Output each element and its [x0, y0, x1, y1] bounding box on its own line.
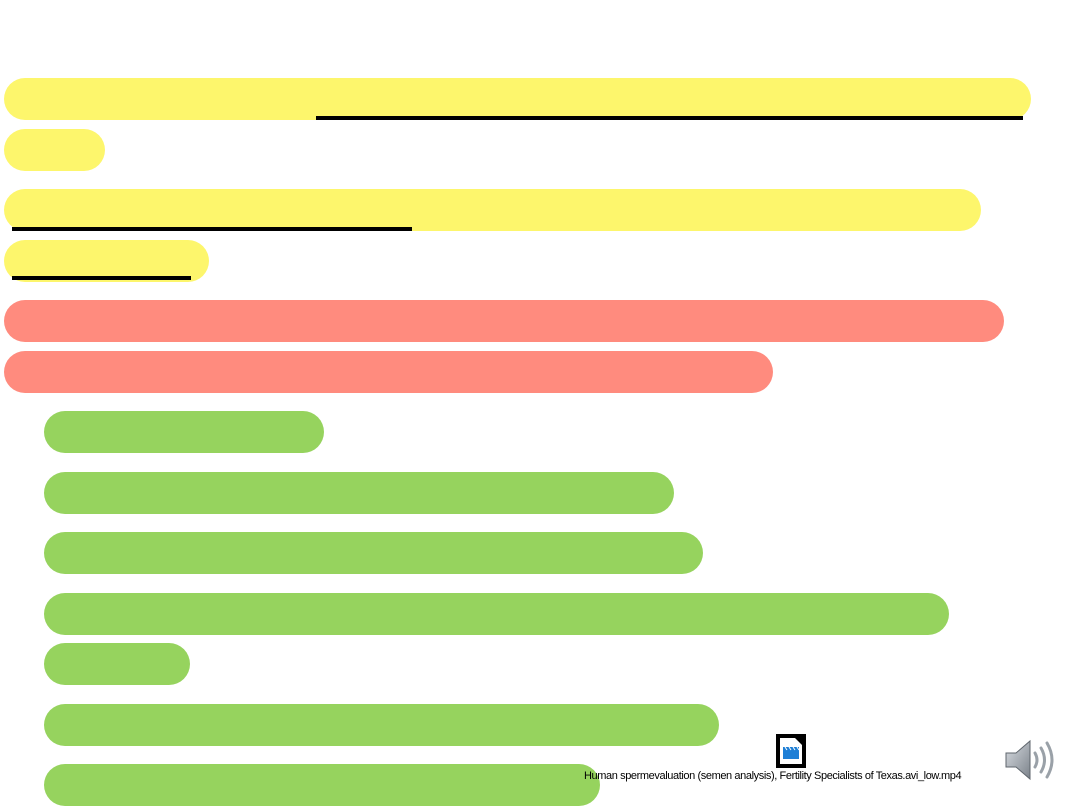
speaker-icon[interactable] [1004, 736, 1056, 784]
video-file-icon[interactable] [776, 734, 806, 768]
underline-1 [316, 116, 1023, 120]
video-caption[interactable]: Human spermevaluation (semen analysis), … [584, 770, 962, 782]
highlight-line-7 [44, 411, 324, 453]
highlight-line-1 [4, 78, 1031, 120]
highlight-line-12 [44, 704, 719, 746]
highlight-line-4 [4, 240, 209, 282]
highlight-line-3 [4, 189, 981, 231]
highlight-line-8 [44, 472, 674, 514]
highlight-line-9 [44, 532, 703, 574]
underline-4 [12, 276, 191, 280]
highlight-line-11 [44, 643, 190, 685]
highlight-line-10 [44, 593, 949, 635]
underline-3 [12, 227, 412, 231]
highlight-line-13 [44, 764, 600, 806]
highlight-line-5 [4, 300, 1004, 342]
highlight-line-2 [4, 129, 105, 171]
highlight-line-6 [4, 351, 773, 393]
